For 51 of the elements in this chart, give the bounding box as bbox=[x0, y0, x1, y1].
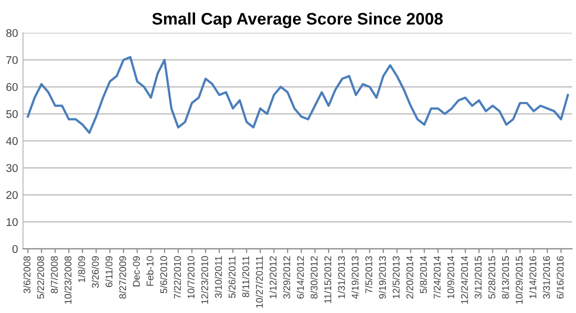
x-tick-label: 1/14/2016 bbox=[529, 256, 536, 298]
x-tick-label: 8/13/2015 bbox=[502, 256, 509, 299]
y-tick-label: 50 bbox=[6, 110, 18, 118]
x-tick-label: 11/15/2012 bbox=[324, 256, 332, 303]
x-tick-label: 7/22/2010 bbox=[174, 256, 181, 299]
y-tick-label: 80 bbox=[6, 29, 18, 37]
x-tick-label: 5/22/2008 bbox=[36, 256, 44, 299]
x-tick-label: 8/11/2011 bbox=[242, 256, 250, 298]
x-tick-label: 8/27/2009 bbox=[118, 256, 126, 299]
x-tick-label: 1/12/2012 bbox=[269, 256, 277, 298]
x-tick-label: 10/23/2008 bbox=[64, 256, 72, 304]
x-tick-label: 4/19/2013 bbox=[351, 256, 359, 299]
x-tick-label: Dec-09 bbox=[132, 256, 140, 286]
x-tick-label: 5/28/2015 bbox=[488, 256, 496, 299]
x-tick-label: 10/9/2014 bbox=[447, 256, 454, 298]
x-tick-label: 1/31/2013 bbox=[338, 256, 345, 298]
x-tick-label: 2/20/2014 bbox=[406, 256, 414, 299]
x-tick-label: 6/16/2016 bbox=[556, 256, 564, 299]
x-tick-label: Feb-10 bbox=[146, 256, 154, 286]
y-tick-label: 40 bbox=[6, 137, 18, 145]
y-tick-label: 20 bbox=[6, 191, 18, 199]
x-tick-label: 3/29/2012 bbox=[283, 256, 290, 299]
x-tick-label: 6/14/2012 bbox=[296, 256, 304, 299]
x-tick-label: 6/11/09 bbox=[105, 256, 112, 288]
x-tick-label: 7/5/2013 bbox=[365, 256, 372, 294]
y-tick-label: 60 bbox=[6, 83, 18, 91]
y-tick-label: 70 bbox=[6, 56, 18, 64]
x-tick-label: 10/7/2010 bbox=[187, 256, 194, 298]
x-tick-label: 12/23/2010 bbox=[201, 256, 208, 304]
x-tick-label: 8/7/2008 bbox=[50, 256, 58, 294]
x-tick-label: 5/6/2010 bbox=[160, 256, 168, 294]
x-tick-label: 7/24/2014 bbox=[433, 256, 441, 299]
x-tick-label: 3/10/2011 bbox=[214, 256, 222, 298]
x-tick-label: 9/19/2013 bbox=[378, 256, 386, 299]
x-tick-label: 5/26/2011 bbox=[228, 256, 236, 298]
x-tick-label: 1/8/09 bbox=[78, 256, 86, 282]
x-tick-label: 10/27/20111 bbox=[256, 256, 263, 308]
x-tick-label: 3/6/2008 bbox=[23, 256, 30, 294]
x-tick-label: 10/29/2015 bbox=[515, 256, 523, 304]
chart-title: Small Cap Average Score Since 2008 bbox=[152, 12, 443, 28]
y-tick-label: 10 bbox=[6, 218, 18, 226]
x-tick-label: 3/26/09 bbox=[92, 256, 99, 288]
x-tick-label: 12/24/2014 bbox=[460, 256, 468, 304]
line-series bbox=[26, 56, 569, 134]
y-tick-label: 30 bbox=[6, 164, 18, 172]
y-tick-label: 0 bbox=[12, 245, 18, 253]
x-tick-label: 3/12/2015 bbox=[474, 256, 482, 299]
x-tick-label: 3/31/2016 bbox=[542, 256, 550, 299]
x-tick-label: 5/8/2014 bbox=[420, 256, 427, 294]
x-tick-label: 12/5/2013 bbox=[392, 256, 400, 298]
x-tick-label: 8/30/2012 bbox=[310, 256, 318, 299]
